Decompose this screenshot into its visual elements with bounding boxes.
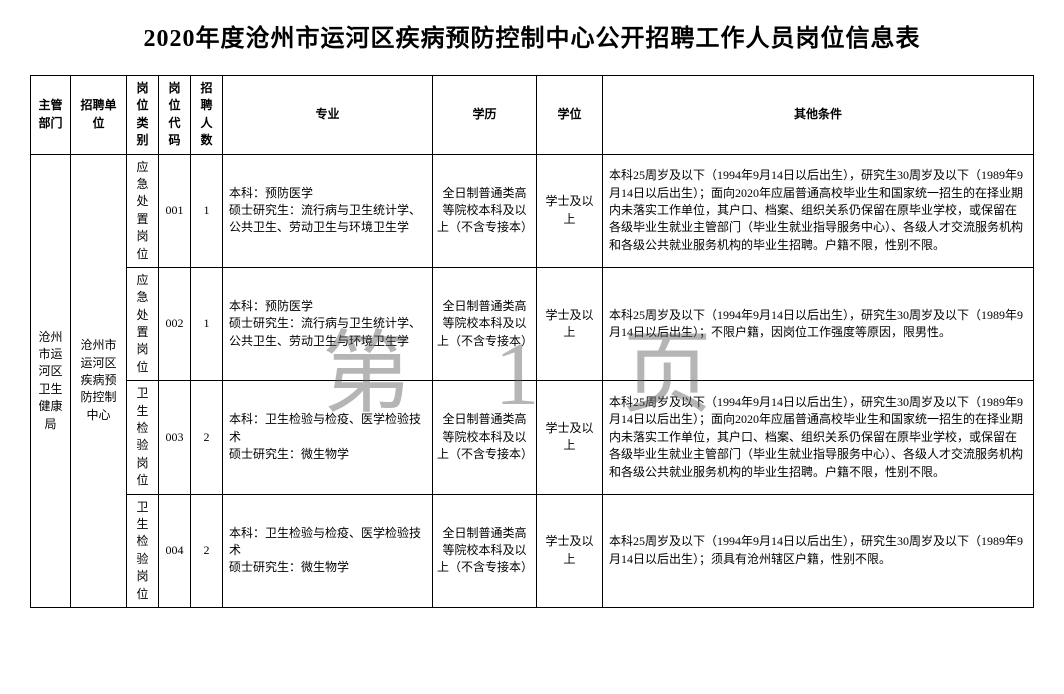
page-title: 2020年度沧州市运河区疾病预防控制中心公开招聘工作人员岗位信息表 bbox=[30, 18, 1034, 53]
col-dept: 主管部门 bbox=[31, 76, 71, 155]
cell-other: 本科25周岁及以下（1994年9月14日以后出生），研究生30周岁及以下（198… bbox=[603, 381, 1034, 494]
table-row: 卫生检验岗位 004 2 本科：卫生检验与检疫、医学检验技术硕士研究生：微生物学… bbox=[31, 494, 1034, 607]
cell-count: 2 bbox=[191, 494, 223, 607]
cell-degree: 学士及以上 bbox=[537, 381, 603, 494]
cell-edu: 全日制普通类高等院校本科及以上（不含专接本） bbox=[433, 267, 537, 380]
col-degree: 学位 bbox=[537, 76, 603, 155]
cell-code: 003 bbox=[159, 381, 191, 494]
cell-code: 002 bbox=[159, 267, 191, 380]
table-header-row: 主管部门 招聘单位 岗位类别 岗位代码 招聘人数 专业 学历 学位 其他条件 bbox=[31, 76, 1034, 155]
col-edu: 学历 bbox=[433, 76, 537, 155]
col-cat: 岗位类别 bbox=[127, 76, 159, 155]
cell-dept: 沧州市运河区卫生健康局 bbox=[31, 154, 71, 607]
table-row: 卫生检验岗位 003 2 本科：卫生检验与检疫、医学检验技术硕士研究生：微生物学… bbox=[31, 381, 1034, 494]
cell-other: 本科25周岁及以下（1994年9月14日以后出生），研究生30周岁及以下（198… bbox=[603, 267, 1034, 380]
cell-count: 1 bbox=[191, 154, 223, 267]
cell-count: 1 bbox=[191, 267, 223, 380]
table-row: 应急处置岗位 002 1 本科：预防医学硕士研究生：流行病与卫生统计学、公共卫生… bbox=[31, 267, 1034, 380]
cell-category: 卫生检验岗位 bbox=[127, 494, 159, 607]
cell-major: 本科：预防医学硕士研究生：流行病与卫生统计学、公共卫生、劳动卫生与环境卫生学 bbox=[223, 267, 433, 380]
cell-edu: 全日制普通类高等院校本科及以上（不含专接本） bbox=[433, 154, 537, 267]
cell-unit: 沧州市运河区疾病预防控制中心 bbox=[71, 154, 127, 607]
cell-major: 本科：卫生检验与检疫、医学检验技术硕士研究生：微生物学 bbox=[223, 494, 433, 607]
cell-other: 本科25周岁及以下（1994年9月14日以后出生），研究生30周岁及以下（198… bbox=[603, 154, 1034, 267]
col-other: 其他条件 bbox=[603, 76, 1034, 155]
cell-degree: 学士及以上 bbox=[537, 494, 603, 607]
cell-major: 本科：卫生检验与检疫、医学检验技术硕士研究生：微生物学 bbox=[223, 381, 433, 494]
col-cnt: 招聘人数 bbox=[191, 76, 223, 155]
table-row: 沧州市运河区卫生健康局 沧州市运河区疾病预防控制中心 应急处置岗位 001 1 … bbox=[31, 154, 1034, 267]
col-unit: 招聘单位 bbox=[71, 76, 127, 155]
cell-category: 卫生检验岗位 bbox=[127, 381, 159, 494]
cell-edu: 全日制普通类高等院校本科及以上（不含专接本） bbox=[433, 494, 537, 607]
cell-category: 应急处置岗位 bbox=[127, 154, 159, 267]
cell-category: 应急处置岗位 bbox=[127, 267, 159, 380]
cell-code: 001 bbox=[159, 154, 191, 267]
col-major: 专业 bbox=[223, 76, 433, 155]
job-table: 主管部门 招聘单位 岗位类别 岗位代码 招聘人数 专业 学历 学位 其他条件 沧… bbox=[30, 75, 1034, 608]
cell-other: 本科25周岁及以下（1994年9月14日以后出生），研究生30周岁及以下（198… bbox=[603, 494, 1034, 607]
cell-major: 本科：预防医学硕士研究生：流行病与卫生统计学、公共卫生、劳动卫生与环境卫生学 bbox=[223, 154, 433, 267]
col-code: 岗位代码 bbox=[159, 76, 191, 155]
cell-edu: 全日制普通类高等院校本科及以上（不含专接本） bbox=[433, 381, 537, 494]
cell-degree: 学士及以上 bbox=[537, 154, 603, 267]
cell-count: 2 bbox=[191, 381, 223, 494]
cell-degree: 学士及以上 bbox=[537, 267, 603, 380]
cell-code: 004 bbox=[159, 494, 191, 607]
